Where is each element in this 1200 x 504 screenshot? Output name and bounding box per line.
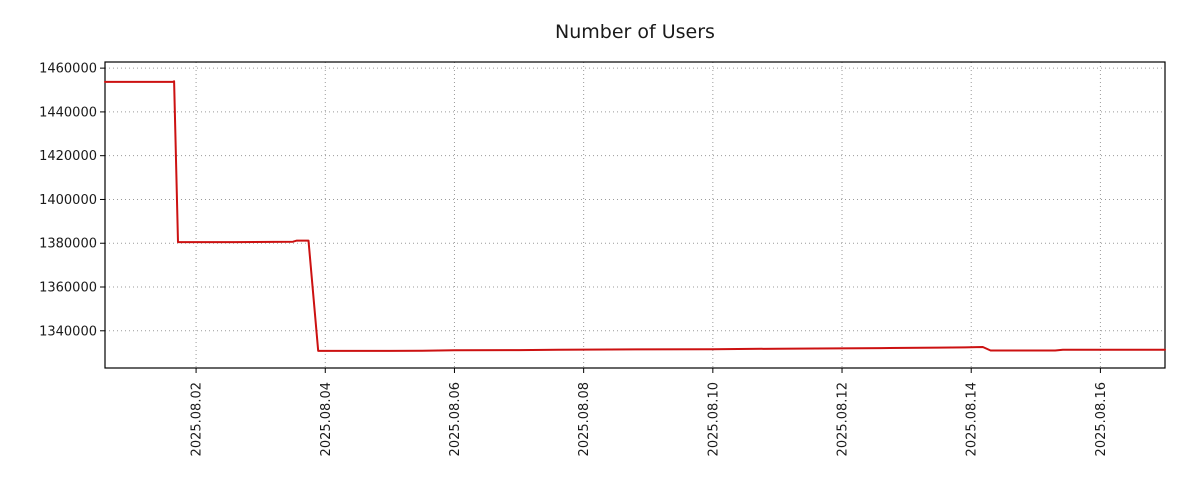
x-tick-label: 2025.08.12 [836, 382, 851, 456]
y-tick-label: 1340000 [39, 324, 97, 339]
plot-frame [104, 61, 1166, 369]
data-series [104, 80, 1166, 352]
chart-title: Number of Users [555, 21, 715, 43]
y-tick-label: 1380000 [39, 237, 97, 252]
y-tick-label: 1460000 [39, 62, 97, 77]
axes [100, 61, 1166, 373]
y-tick-label: 1420000 [39, 149, 97, 164]
x-tick-label: 2025.08.10 [706, 382, 721, 456]
x-tick-label: 2025.08.02 [190, 382, 205, 456]
x-tick-label: 2025.08.06 [448, 382, 463, 456]
x-tick-label: 2025.08.16 [1094, 382, 1109, 456]
y-tick-label: 1400000 [39, 193, 97, 208]
x-tick-label: 2025.08.14 [965, 382, 980, 456]
grid-lines [105, 62, 1165, 368]
x-tick-label: 2025.08.08 [577, 382, 592, 456]
x-tick-label: 2025.08.04 [319, 382, 334, 456]
series-line-users [104, 80, 1166, 352]
y-tick-label: 1360000 [39, 281, 97, 296]
y-tick-label: 1440000 [39, 105, 97, 120]
tick-labels: 1340000 1360000 1380000 1400000 1420000 14400… [39, 62, 1109, 457]
